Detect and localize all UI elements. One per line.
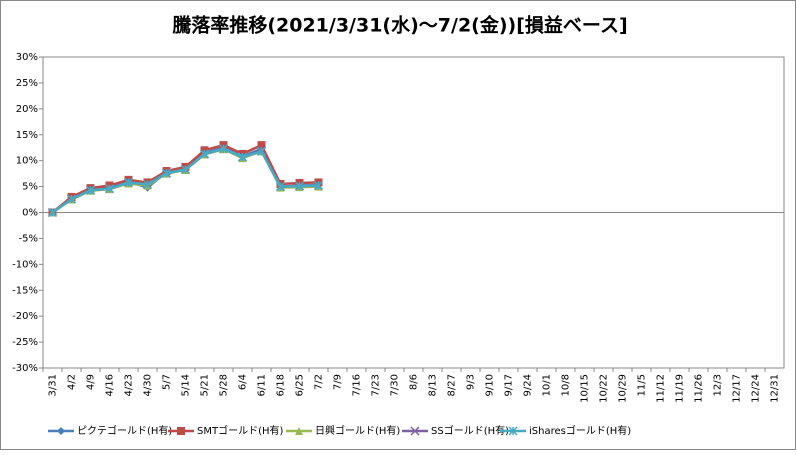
y-tick-label: -25%	[12, 337, 38, 348]
marker	[104, 184, 115, 194]
x-tick-label: 11/26	[694, 374, 705, 403]
x-tick-label: 6/11	[257, 374, 268, 396]
x-tick-label: 4/9	[86, 374, 97, 390]
legend-label: SSゴールド(H有)	[431, 424, 509, 437]
x-tick-label: 7/2	[314, 374, 325, 390]
x-tick-label: 9/17	[504, 374, 515, 396]
legend-marker	[508, 426, 518, 436]
x-tick-label: 12/31	[770, 374, 781, 403]
x-tick-label: 8/27	[447, 374, 458, 396]
legend-marker	[295, 427, 303, 435]
x-tick-label: 3/31	[48, 374, 59, 396]
x-tick-label: 10/22	[599, 374, 610, 403]
legend-label: 日興ゴールド(H有)	[315, 424, 400, 437]
x-tick-label: 4/30	[143, 374, 154, 396]
y-tick-label: 0%	[22, 208, 38, 219]
x-tick-label: 12/3	[713, 374, 724, 396]
x-tick-label: 10/1	[542, 374, 553, 396]
x-tick-label: 5/7	[162, 374, 173, 390]
y-tick-label: 25%	[16, 78, 38, 89]
x-tick-label: 6/4	[238, 374, 249, 390]
legend-label: SMTゴールド(H有)	[197, 424, 284, 437]
marker	[313, 181, 324, 191]
legend-marker	[410, 426, 420, 436]
x-tick-label: 4/23	[124, 374, 135, 396]
marker	[161, 168, 172, 178]
y-tick-label: -10%	[12, 259, 38, 270]
legend-marker	[177, 427, 185, 435]
y-tick-label: 15%	[16, 130, 38, 141]
x-tick-label: 11/12	[656, 374, 667, 403]
x-tick-label: 6/18	[276, 374, 287, 396]
legend-marker	[57, 427, 65, 435]
marker	[275, 182, 286, 192]
x-tick-label: 10/29	[618, 374, 629, 403]
marker	[66, 194, 77, 204]
marker	[123, 177, 134, 187]
y-tick-label: -20%	[12, 311, 38, 322]
x-tick-label: 5/28	[219, 374, 230, 396]
x-tick-label: 7/16	[352, 374, 363, 396]
y-tick-label: -5%	[19, 233, 38, 244]
x-tick-label: 7/30	[390, 374, 401, 396]
y-tick-label: 30%	[16, 52, 38, 63]
x-tick-label: 4/16	[105, 374, 116, 396]
y-tick-label: -15%	[12, 285, 38, 296]
marker	[237, 152, 248, 162]
marker	[218, 144, 229, 154]
x-tick-label: 11/19	[675, 374, 686, 403]
x-tick-label: 7/23	[371, 374, 382, 396]
marker	[257, 141, 266, 150]
legend-label: iSharesゴールド(H有)	[529, 424, 631, 437]
x-tick-label: 10/15	[580, 374, 591, 403]
marker	[47, 207, 58, 218]
y-tick-label: -30%	[12, 363, 38, 374]
x-tick-label: 8/13	[428, 374, 439, 396]
marker	[256, 146, 267, 156]
marker	[85, 185, 96, 195]
x-tick-label: 4/2	[67, 374, 78, 390]
x-tick-label: 9/24	[523, 374, 534, 396]
x-tick-label: 5/14	[181, 374, 192, 396]
legend-label: ピクテゴールド(H有)	[77, 424, 172, 437]
x-tick-label: 12/24	[751, 374, 762, 403]
x-tick-label: 6/25	[295, 374, 306, 396]
x-tick-label: 9/3	[466, 374, 477, 390]
marker	[142, 179, 153, 190]
y-tick-label: 20%	[16, 104, 38, 115]
marker	[199, 149, 210, 159]
marker	[294, 181, 305, 191]
x-tick-label: 5/21	[200, 374, 211, 396]
x-tick-label: 12/17	[732, 374, 743, 403]
y-tick-label: 5%	[22, 182, 38, 193]
y-tick-label: 10%	[16, 156, 38, 167]
chart-title: 騰落率推移(2021/3/31(水)～7/2(金))[損益ベース]	[171, 14, 627, 37]
x-tick-label: 7/9	[333, 374, 344, 390]
x-tick-label: 8/6	[409, 374, 420, 390]
x-tick-label: 9/10	[485, 374, 496, 396]
x-tick-label: 11/5	[637, 374, 648, 396]
x-tick-label: 10/8	[561, 374, 572, 396]
marker	[180, 164, 191, 175]
